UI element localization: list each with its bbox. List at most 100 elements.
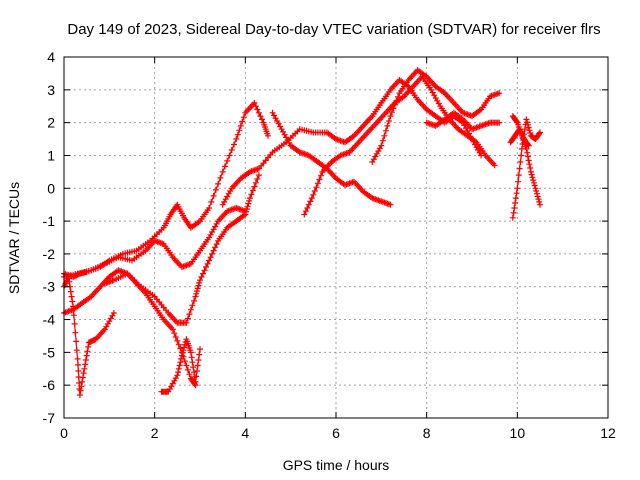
series-track-14	[507, 126, 532, 149]
y-tick-label: -1	[43, 213, 56, 229]
y-tick-label: 1	[47, 147, 55, 163]
data-point	[513, 190, 520, 197]
y-tick-label: 4	[47, 49, 55, 65]
data-point	[524, 119, 531, 126]
y-tick-label: 0	[47, 180, 55, 196]
data-point	[395, 93, 401, 100]
data-point	[311, 188, 318, 194]
data-point	[393, 97, 400, 104]
y-axis-label: SDTVAR / TECUs	[6, 182, 22, 294]
data-point	[517, 159, 524, 165]
data-point	[183, 362, 190, 369]
data-point	[515, 178, 522, 185]
data-point	[246, 197, 253, 204]
data-point	[178, 355, 185, 362]
data-point	[175, 369, 182, 376]
data-point	[175, 365, 182, 372]
data-point	[206, 257, 213, 264]
data-point	[194, 285, 201, 292]
series-line	[222, 79, 482, 205]
data-point	[239, 118, 246, 125]
data-point	[254, 176, 261, 182]
data-point	[75, 368, 82, 374]
data-point	[249, 187, 256, 194]
data-point	[527, 165, 534, 171]
data-point	[305, 201, 312, 208]
x-tick-label: 10	[510, 425, 526, 441]
data-point	[384, 122, 391, 129]
data-point	[217, 174, 224, 181]
data-point	[78, 383, 85, 390]
series-track-8	[301, 73, 498, 218]
y-tick-label: -4	[43, 312, 56, 328]
data-point	[317, 172, 324, 179]
data-point	[76, 380, 83, 386]
data-point	[379, 137, 386, 144]
data-point	[208, 198, 215, 205]
data-point	[524, 149, 531, 156]
data-point	[190, 364, 197, 371]
data-point	[532, 185, 539, 192]
data-point	[313, 184, 320, 191]
data-point	[378, 142, 385, 149]
data-point	[81, 365, 88, 372]
x-tick-label: 8	[423, 425, 431, 441]
data-point	[72, 329, 79, 336]
data-point	[254, 106, 261, 113]
data-point	[176, 362, 183, 369]
data-point	[213, 241, 220, 248]
data-point	[186, 371, 193, 378]
series-track-10	[369, 67, 503, 165]
series-track-2	[61, 273, 117, 398]
data-point	[219, 168, 226, 175]
data-point	[491, 162, 498, 169]
data-point	[526, 161, 533, 168]
data-point	[194, 368, 200, 374]
data-point	[224, 157, 231, 164]
data-point	[169, 326, 176, 333]
y-tick-label: -2	[43, 246, 56, 262]
data-point	[251, 99, 258, 106]
data-point	[77, 387, 84, 394]
data-point	[255, 172, 262, 179]
data-point	[533, 188, 540, 194]
data-point	[531, 179, 537, 186]
series-track-11	[423, 109, 503, 133]
data-point	[66, 278, 73, 285]
data-point	[191, 297, 197, 304]
data-point	[304, 205, 311, 211]
data-point	[79, 374, 86, 381]
data-point	[382, 127, 389, 134]
y-tick-label: 3	[47, 82, 55, 98]
series-track-3	[61, 205, 249, 280]
data-point	[69, 298, 76, 305]
data-point	[177, 359, 184, 366]
data-point	[70, 312, 77, 319]
data-point	[200, 270, 206, 277]
data-point	[193, 290, 200, 297]
data-point	[189, 302, 196, 309]
data-point	[531, 182, 538, 189]
data-point	[524, 121, 531, 128]
data-point	[387, 201, 394, 208]
data-point	[210, 192, 217, 199]
data-point	[513, 118, 520, 125]
data-point	[308, 195, 315, 202]
data-point	[233, 136, 240, 142]
data-point	[67, 288, 74, 295]
x-tick-label: 12	[600, 425, 616, 441]
data-point	[237, 122, 244, 129]
grid	[64, 57, 608, 418]
series-layer	[61, 67, 543, 398]
data-point	[188, 354, 195, 361]
series-track-1	[61, 99, 271, 280]
data-point	[523, 145, 530, 152]
data-point	[82, 361, 89, 368]
data-point	[84, 348, 91, 355]
data-point	[195, 357, 202, 363]
data-point	[79, 378, 86, 385]
data-point	[245, 200, 252, 207]
data-point	[82, 357, 89, 363]
data-point	[525, 157, 532, 164]
